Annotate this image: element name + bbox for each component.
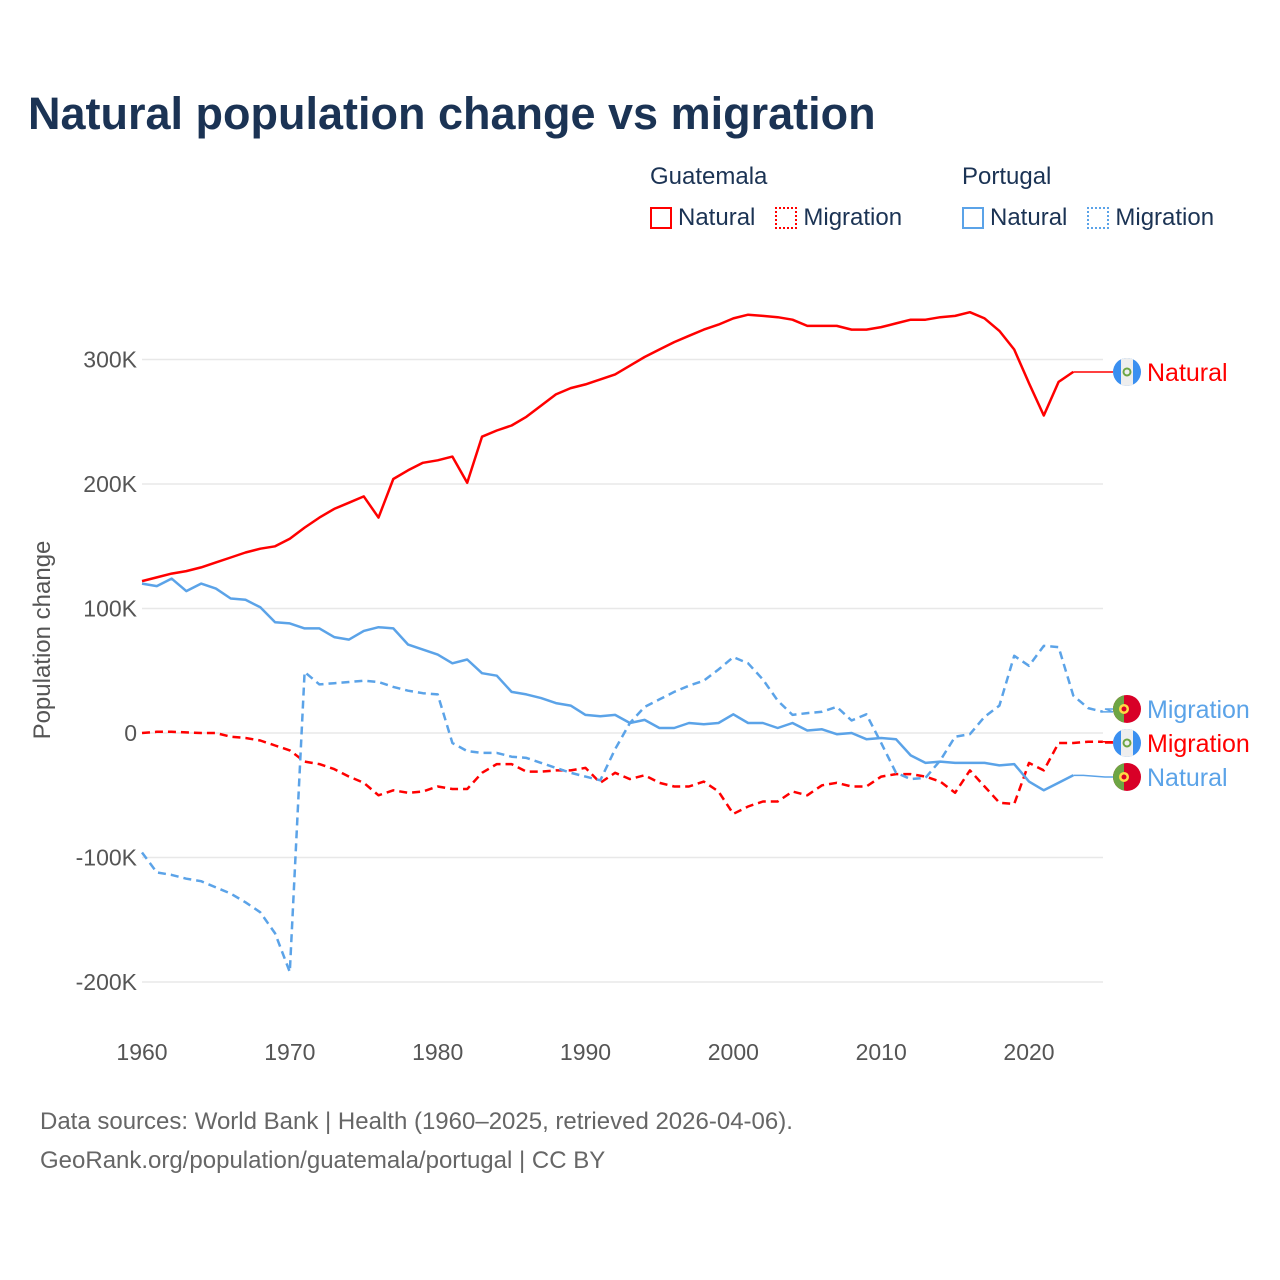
end-label-guatemala-natural: Natural <box>1073 357 1228 387</box>
legend-item-guatemala-migration[interactable]: Migration <box>775 204 902 232</box>
legend-group-portugal: Portugal Natural Migration <box>962 163 1234 232</box>
legend-group-title: Portugal <box>962 163 1052 190</box>
guatemala-flag-icon <box>1113 728 1141 757</box>
y-axis-label: Population change <box>29 541 56 740</box>
series-line-guatemala-migration[interactable] <box>141 730 1103 816</box>
legend-label: Natural <box>990 204 1068 231</box>
footer-attribution: GeoRank.org/population/guatemala/portuga… <box>40 1147 606 1174</box>
y-tick-label: 100K <box>83 596 137 622</box>
legend-label: Natural <box>678 204 756 231</box>
dotted-swatch-icon <box>775 207 798 229</box>
x-tick-label: 2000 <box>708 1039 759 1065</box>
end-label-guatemala-migration: Migration <box>1102 728 1250 758</box>
label-connector <box>1102 740 1114 744</box>
y-tick-label: 200K <box>83 471 137 497</box>
end-label-text: Migration <box>1147 696 1250 724</box>
legend-group-guatemala: Guatemala Natural Migration <box>650 163 922 232</box>
portugal-flag-icon <box>1113 762 1141 791</box>
solid-swatch-icon <box>650 207 672 229</box>
end-label-text: Natural <box>1147 359 1228 387</box>
legend-item-portugal-migration[interactable]: Migration <box>1087 204 1214 232</box>
label-connector <box>1073 774 1113 778</box>
footer-sources: Data sources: World Bank | Health (1960–… <box>40 1108 793 1135</box>
series-line-portugal-migration[interactable] <box>140 644 1104 974</box>
y-tick-label: 0 <box>124 720 137 746</box>
chart-title: Natural population change vs migration <box>28 88 876 139</box>
dotted-swatch-icon <box>1087 207 1110 229</box>
series-line-guatemala-natural[interactable] <box>141 310 1075 583</box>
solid-swatch-icon <box>962 207 984 229</box>
label-connector <box>1102 708 1114 713</box>
x-tick-label: 1960 <box>116 1039 167 1065</box>
legend-group-title: Guatemala <box>650 163 768 190</box>
x-tick-label: 1990 <box>560 1039 611 1065</box>
x-tick-label: 2010 <box>856 1039 907 1065</box>
end-label-portugal-migration: Migration <box>1102 694 1250 724</box>
end-label-portugal-natural: Natural <box>1073 762 1228 792</box>
legend-label: Migration <box>1115 204 1215 231</box>
end-label-text: Migration <box>1147 730 1250 758</box>
portugal-flag-icon <box>1113 694 1141 723</box>
y-tick-label: -200K <box>76 969 138 995</box>
legend-label: Migration <box>803 204 903 231</box>
guatemala-flag-icon <box>1113 357 1141 386</box>
x-tick-label: 1980 <box>412 1039 463 1065</box>
end-label-text: Natural <box>1147 764 1228 792</box>
series-line-portugal-natural[interactable] <box>141 577 1074 792</box>
x-tick-label: 2020 <box>1003 1039 1054 1065</box>
y-tick-label: -100K <box>76 845 138 871</box>
x-tick-label: 1970 <box>264 1039 315 1065</box>
y-tick-label: 300K <box>83 347 137 373</box>
legend-item-guatemala-natural[interactable]: Natural <box>650 204 755 232</box>
legend-item-portugal-natural[interactable]: Natural <box>962 204 1067 232</box>
